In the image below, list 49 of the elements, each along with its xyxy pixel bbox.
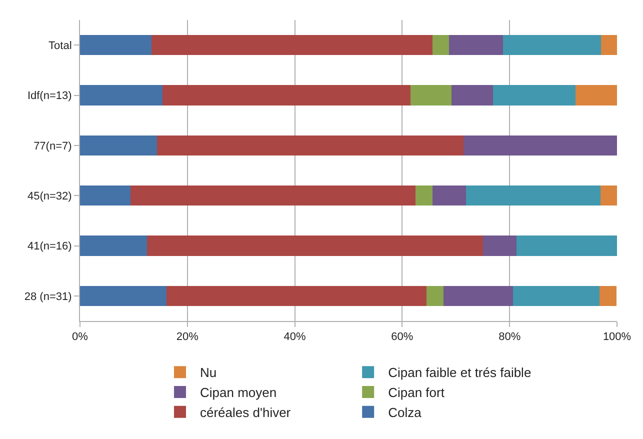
bar [156, 135, 464, 156]
x-tick-label: 20% [176, 331, 199, 344]
legend-label: céréales d'hiver [200, 404, 292, 420]
legend-label: Cipan moyen [200, 385, 277, 400]
bar [80, 85, 163, 106]
bar [80, 286, 166, 306]
bar [466, 186, 600, 206]
x-tick-label: 60% [391, 331, 414, 344]
bar [492, 85, 576, 106]
bar [80, 186, 130, 206]
bar [463, 135, 617, 156]
bar [516, 236, 617, 256]
bar [432, 35, 449, 56]
x-tick-label: 0% [72, 331, 88, 344]
legend-label: Cipan fort [388, 385, 445, 400]
y-tick-label: 77(n=7) [34, 140, 72, 152]
bar [599, 286, 616, 306]
bar [448, 35, 504, 56]
bar [512, 286, 600, 306]
legend-label: Cipan faible et trés faible [388, 365, 532, 380]
y-tick-label: 45(n=32) [27, 190, 72, 202]
y-tick-label: Total [48, 40, 72, 52]
legend-label: Colza [388, 404, 422, 420]
bar [444, 286, 513, 306]
y-tick-label: 41(n=16) [27, 240, 72, 253]
bar [80, 135, 157, 156]
bar [600, 186, 617, 206]
y-tick-label: Idf(n=13) [27, 90, 72, 102]
bar [151, 35, 432, 56]
bar [452, 85, 493, 106]
bar [503, 35, 601, 56]
bar [416, 186, 432, 206]
bar [410, 85, 452, 106]
bar [482, 236, 517, 256]
bar [80, 35, 152, 56]
bar [426, 286, 444, 306]
legend-label: Nu [200, 365, 217, 380]
x-tick-label: 100% [602, 331, 632, 344]
bar [576, 85, 617, 106]
x-tick-label: 40% [284, 331, 306, 344]
x-tick-label: 80% [498, 331, 521, 344]
bar [432, 186, 466, 206]
bar [147, 236, 483, 256]
bar [600, 35, 617, 56]
bar [162, 85, 410, 106]
bar [130, 186, 416, 206]
bar [80, 236, 148, 256]
bar [166, 286, 426, 306]
y-tick-label: 28 (n=31) [24, 290, 72, 303]
